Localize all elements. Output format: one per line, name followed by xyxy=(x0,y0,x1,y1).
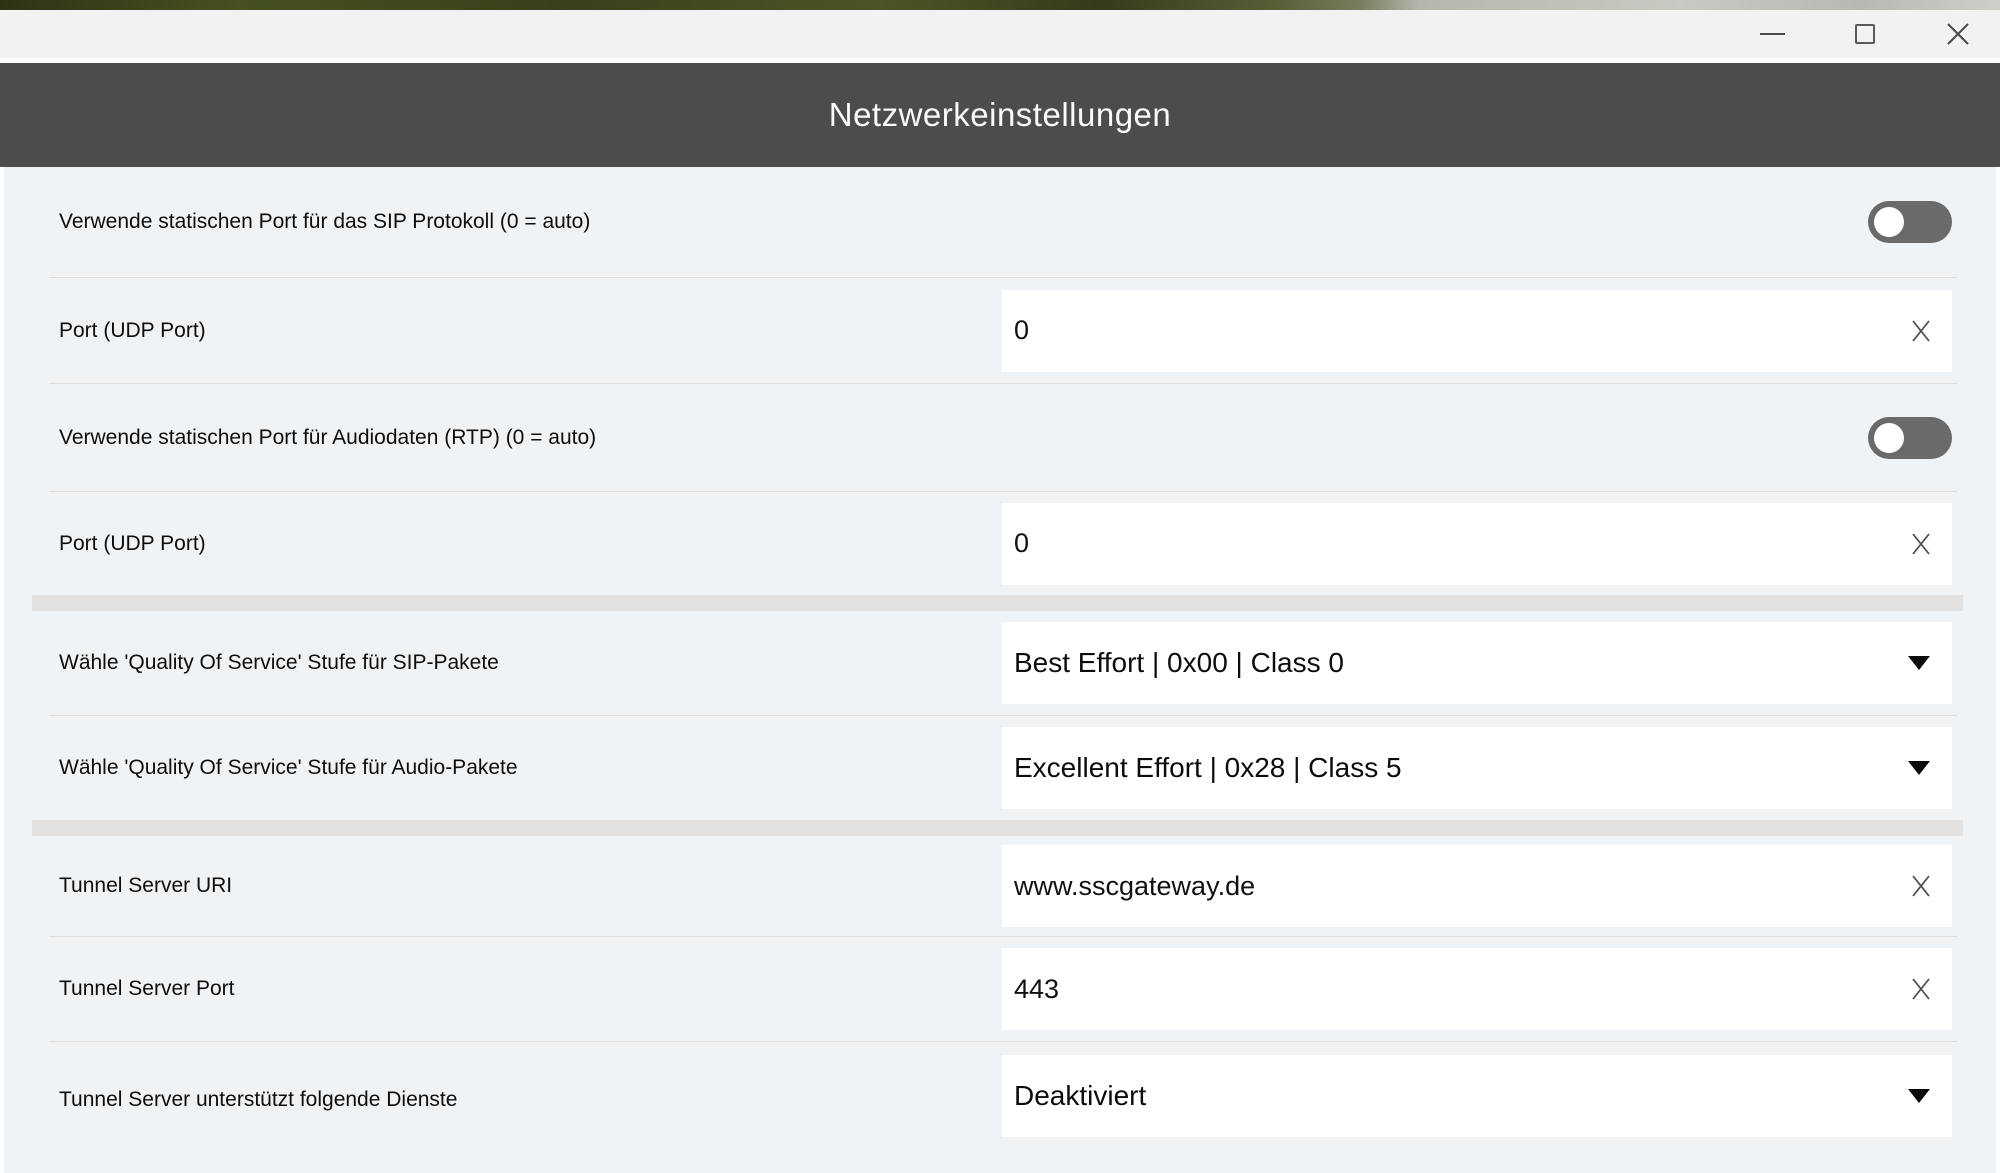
close-button[interactable] xyxy=(1933,14,1983,54)
clear-icon xyxy=(1912,532,1930,555)
sip-udp-port-row: Port (UDP Port) xyxy=(4,278,1996,383)
sip-static-port-toggle[interactable] xyxy=(1868,201,1952,243)
rtp-static-port-toggle[interactable] xyxy=(1868,416,1952,459)
clear-icon xyxy=(1912,875,1930,897)
row-separator xyxy=(49,383,1957,384)
chevron-down-icon xyxy=(1908,1089,1930,1103)
section-separator xyxy=(32,820,1963,836)
qos-audio-label: Wähle 'Quality Of Service' Stufe für Aud… xyxy=(59,756,518,779)
toggle-knob xyxy=(1874,207,1904,237)
tunnel-port-label: Tunnel Server Port xyxy=(59,977,235,1000)
row-separator xyxy=(49,277,1957,278)
close-icon xyxy=(1947,23,1969,45)
rtp-static-port-label: Verwende statischen Port für Audiodaten … xyxy=(59,425,597,449)
titlebar xyxy=(0,10,2000,58)
row-separator xyxy=(49,491,1957,492)
rtp-udp-port-input[interactable] xyxy=(1002,502,1890,585)
chevron-down-icon xyxy=(1908,761,1930,775)
qos-sip-row: Wähle 'Quality Of Service' Stufe für SIP… xyxy=(4,611,1996,715)
sip-udp-port-field xyxy=(1002,289,1952,372)
rtp-udp-port-label: Port (UDP Port) xyxy=(59,531,206,555)
maximize-icon xyxy=(1855,24,1875,44)
tunnel-services-selected-value: Deaktiviert xyxy=(1014,1080,1147,1111)
row-separator xyxy=(49,936,1957,937)
row-separator xyxy=(49,715,1957,716)
tunnel-port-row: Tunnel Server Port xyxy=(4,937,1996,1041)
dialog-header: Netzwerkeinstellungen xyxy=(0,63,2000,167)
tunnel-services-dropdown[interactable]: Deaktiviert xyxy=(1002,1055,1952,1137)
tunnel-services-label: Tunnel Server unterstützt folgende Diens… xyxy=(59,1088,458,1111)
qos-audio-row: Wähle 'Quality Of Service' Stufe für Aud… xyxy=(4,716,1996,820)
sip-udp-port-label: Port (UDP Port) xyxy=(59,318,206,342)
sip-static-port-label: Verwende statischen Port für das SIP Pro… xyxy=(59,210,591,233)
tunnel-port-input[interactable] xyxy=(1002,948,1890,1030)
qos-sip-label: Wähle 'Quality Of Service' Stufe für SIP… xyxy=(59,651,499,674)
qos-audio-selected-value: Excellent Effort | 0x28 | Class 5 xyxy=(1014,752,1402,783)
row-separator xyxy=(49,1041,1957,1042)
window-divider xyxy=(0,58,2000,63)
tunnel-uri-label: Tunnel Server URI xyxy=(59,874,233,897)
tunnel-uri-clear-button[interactable] xyxy=(1890,845,1952,927)
tunnel-uri-row: Tunnel Server URI xyxy=(4,836,1996,936)
rtp-static-port-toggle-row: Verwende statischen Port für Audiodaten … xyxy=(4,384,1996,491)
toggle-knob xyxy=(1874,422,1904,453)
settings-panel: Verwende statischen Port für das SIP Pro… xyxy=(0,167,2000,1173)
tunnel-uri-input[interactable] xyxy=(1002,845,1890,927)
qos-sip-dropdown[interactable]: Best Effort | 0x00 | Class 0 xyxy=(1002,622,1952,704)
rtp-udp-port-clear-button[interactable] xyxy=(1890,503,1952,585)
tunnel-port-field xyxy=(1002,948,1952,1030)
section-separator xyxy=(32,595,1963,611)
rtp-udp-port-row: Port (UDP Port) xyxy=(4,492,1996,595)
maximize-button[interactable] xyxy=(1840,14,1890,54)
desktop-wallpaper-strip xyxy=(0,0,2000,10)
page-title: Netzwerkeinstellungen xyxy=(828,96,1172,133)
chevron-down-icon xyxy=(1908,656,1930,670)
qos-audio-dropdown[interactable]: Excellent Effort | 0x28 | Class 5 xyxy=(1002,727,1952,809)
tunnel-uri-field xyxy=(1002,845,1952,927)
qos-sip-selected-value: Best Effort | 0x00 | Class 0 xyxy=(1014,647,1344,678)
tunnel-services-row: Tunnel Server unterstützt folgende Diens… xyxy=(4,1042,1996,1173)
tunnel-port-clear-button[interactable] xyxy=(1890,948,1952,1030)
sip-static-port-toggle-row: Verwende statischen Port für das SIP Pro… xyxy=(4,167,1996,277)
sip-udp-port-input[interactable] xyxy=(1002,289,1890,372)
rtp-udp-port-field xyxy=(1002,502,1952,585)
clear-icon xyxy=(1912,319,1930,342)
minimize-button[interactable] xyxy=(1747,14,1797,54)
sip-udp-port-clear-button[interactable] xyxy=(1890,290,1952,372)
clear-icon xyxy=(1912,978,1930,1000)
minimize-icon xyxy=(1759,33,1785,35)
